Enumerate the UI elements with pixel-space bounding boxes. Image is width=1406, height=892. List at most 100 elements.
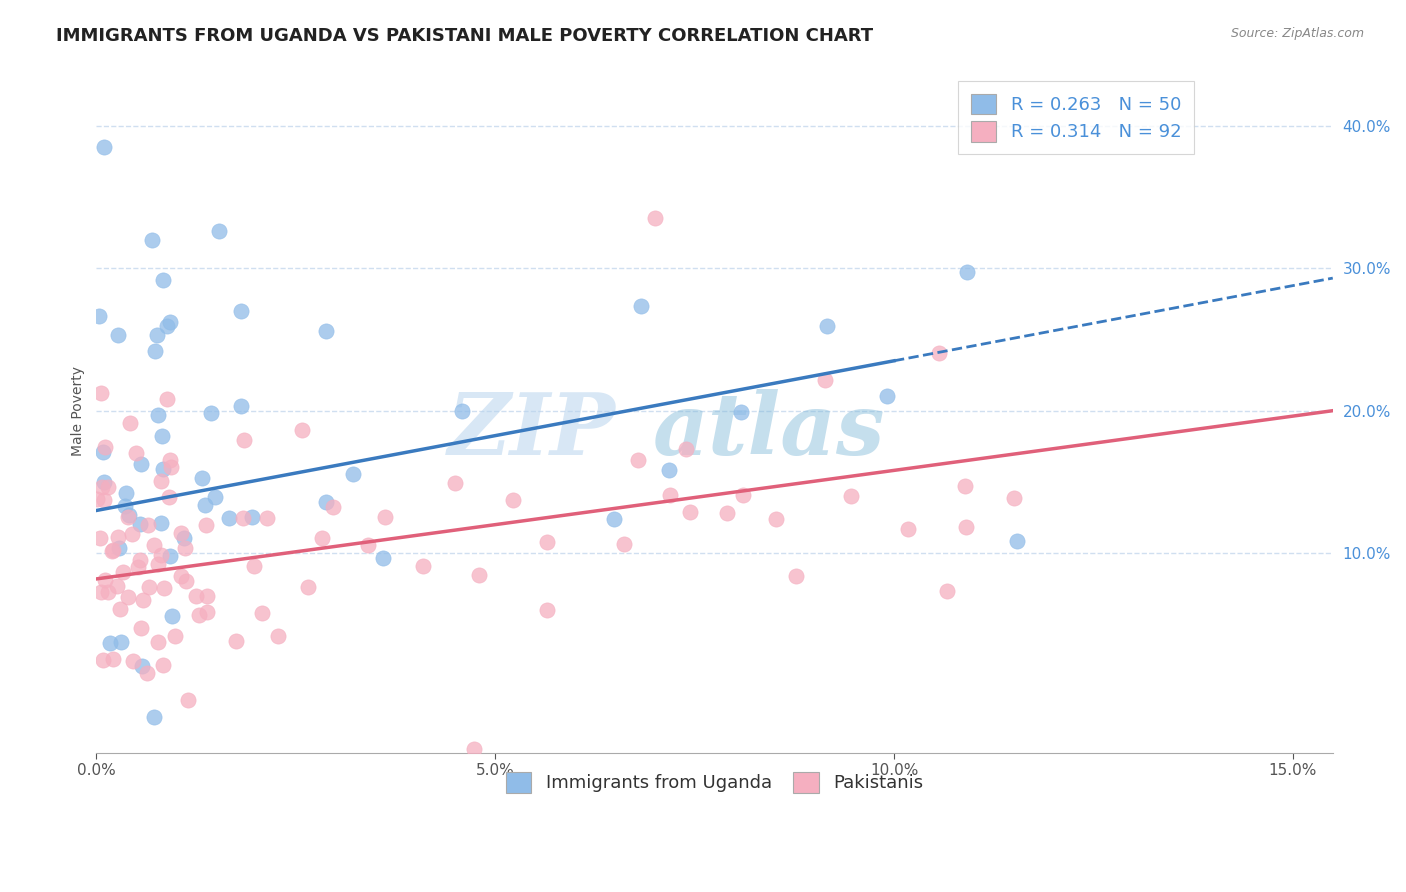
- Point: [468, 568, 491, 582]
- Point: [160, 459, 183, 474]
- Point: [159, 315, 181, 329]
- Point: [174, 541, 197, 556]
- Point: [658, 463, 681, 477]
- Point: [129, 457, 152, 471]
- Point: [93, 140, 115, 154]
- Point: [195, 517, 218, 532]
- Point: [117, 509, 139, 524]
- Point: [290, 423, 312, 437]
- Point: [145, 328, 167, 343]
- Point: [150, 428, 173, 442]
- Point: [716, 506, 738, 520]
- Point: [163, 629, 186, 643]
- Point: [131, 621, 153, 635]
- Point: [267, 629, 290, 643]
- Point: [87, 309, 110, 323]
- Point: [142, 538, 165, 552]
- Point: [121, 654, 143, 668]
- Point: [148, 557, 170, 571]
- Point: [195, 605, 218, 619]
- Point: [626, 452, 648, 467]
- Point: [731, 488, 754, 502]
- Point: [200, 406, 222, 420]
- Point: [129, 517, 152, 532]
- Point: [256, 511, 278, 525]
- Point: [114, 500, 136, 514]
- Point: [297, 580, 319, 594]
- Y-axis label: Male Poverty: Male Poverty: [72, 366, 86, 456]
- Point: [142, 710, 165, 724]
- Point: [86, 491, 108, 506]
- Point: [157, 490, 180, 504]
- Point: [225, 634, 247, 648]
- Point: [149, 548, 172, 562]
- Point: [935, 583, 957, 598]
- Text: ZIP: ZIP: [447, 390, 616, 473]
- Point: [173, 531, 195, 545]
- Point: [231, 304, 253, 318]
- Point: [170, 525, 193, 540]
- Point: [89, 531, 111, 545]
- Point: [121, 527, 143, 541]
- Point: [136, 665, 159, 680]
- Point: [100, 543, 122, 558]
- Point: [443, 475, 465, 490]
- Point: [658, 487, 681, 501]
- Point: [1005, 533, 1028, 548]
- Point: [233, 434, 256, 448]
- Point: [91, 445, 114, 459]
- Point: [208, 224, 231, 238]
- Point: [536, 602, 558, 616]
- Text: IMMIGRANTS FROM UGANDA VS PAKISTANI MALE POVERTY CORRELATION CHART: IMMIGRANTS FROM UGANDA VS PAKISTANI MALE…: [56, 27, 873, 45]
- Point: [229, 399, 252, 413]
- Text: Source: ZipAtlas.com: Source: ZipAtlas.com: [1230, 27, 1364, 40]
- Point: [150, 474, 173, 488]
- Point: [97, 480, 120, 494]
- Point: [342, 467, 364, 481]
- Point: [94, 440, 117, 454]
- Point: [90, 585, 112, 599]
- Point: [602, 512, 624, 526]
- Point: [536, 535, 558, 549]
- Point: [814, 373, 837, 387]
- Point: [675, 442, 697, 457]
- Point: [311, 531, 333, 545]
- Point: [103, 542, 125, 557]
- Point: [876, 389, 898, 403]
- Point: [129, 552, 152, 566]
- Point: [107, 327, 129, 342]
- Point: [125, 445, 148, 459]
- Point: [322, 500, 344, 515]
- Point: [138, 518, 160, 533]
- Point: [108, 541, 131, 556]
- Point: [107, 530, 129, 544]
- Point: [955, 520, 977, 534]
- Point: [117, 590, 139, 604]
- Point: [174, 574, 197, 589]
- Point: [412, 558, 434, 573]
- Point: [184, 589, 207, 603]
- Text: atlas: atlas: [652, 390, 886, 473]
- Point: [120, 416, 142, 430]
- Point: [242, 558, 264, 573]
- Point: [679, 505, 702, 519]
- Point: [111, 565, 134, 579]
- Point: [765, 512, 787, 526]
- Point: [187, 607, 209, 622]
- Point: [315, 494, 337, 508]
- Point: [101, 652, 124, 666]
- Point: [613, 537, 636, 551]
- Point: [956, 265, 979, 279]
- Point: [131, 593, 153, 607]
- Point: [115, 486, 138, 500]
- Point: [644, 211, 666, 226]
- Point: [110, 602, 132, 616]
- Point: [152, 657, 174, 672]
- Point: [502, 492, 524, 507]
- Point: [93, 475, 115, 489]
- Point: [232, 511, 254, 525]
- Point: [162, 609, 184, 624]
- Point: [110, 635, 132, 649]
- Point: [153, 581, 176, 595]
- Point: [839, 489, 862, 503]
